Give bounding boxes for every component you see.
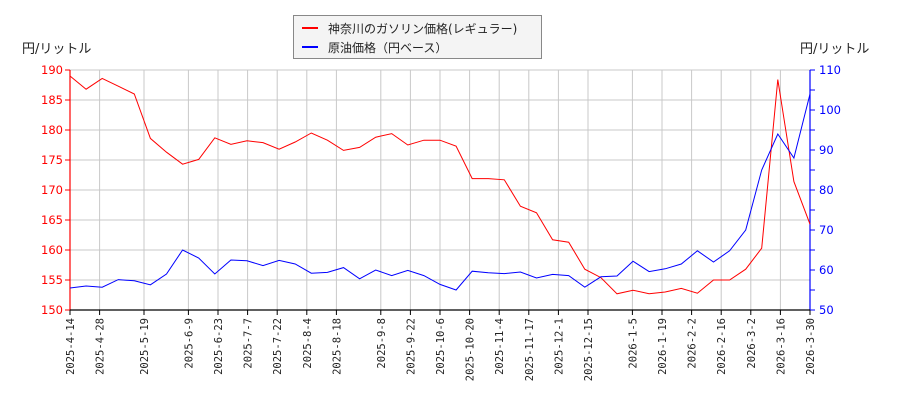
x-tick-label: 2026-2-2 [687,318,699,369]
right-tick-label: 110 [819,63,841,77]
legend-label-gasoline: 神奈川のガソリン価格(レギュラー) [328,21,518,36]
x-tick-label: 2025-6-23 [213,318,225,375]
x-tick-label: 2025-12-15 [583,318,595,381]
left-tick-label: 190 [41,63,63,77]
legend-swatch-blue [302,46,318,48]
grid-lines [69,69,811,311]
x-tick-label: 2026-3-2 [746,318,758,369]
x-tick-label: 2025-9-22 [405,318,417,375]
right-tick-label: 60 [819,263,834,277]
x-axis: 2025-4-14 2025-4-28 2025-5-19 2025-6-9 2025-… [65,309,817,381]
right-tick-label: 50 [819,303,834,317]
x-tick-label: 2026-1-5 [627,318,639,369]
x-tick-label: 2026-2-16 [716,318,728,375]
x-tick-label: 2025-10-20 [465,318,477,381]
x-tick-label: 2026-3-30 [805,318,817,375]
left-tick-label: 175 [41,153,63,167]
x-tick-label: 2025-6-9 [183,318,195,369]
right-tick-label: 70 [819,223,834,237]
x-tick-label: 2025-8-4 [302,318,314,369]
x-tick-label: 2025-12-1 [553,318,565,375]
left-tick-label: 155 [41,273,63,287]
x-tick-label: 2025-5-19 [139,318,151,375]
left-tick-label: 160 [41,243,63,257]
right-axis-title: 円/リットル [800,42,870,57]
x-tick-label: 2026-3-16 [775,318,787,375]
right-tick-label: 90 [819,143,834,157]
x-tick-label: 2025-11-17 [524,318,536,381]
right-y-axis: 50 60 70 80 90 100 110 [809,63,841,317]
x-tick-label: 2025-7-7 [243,318,255,369]
x-tick-label: 2025-11-4 [494,318,506,375]
left-tick-label: 170 [41,183,63,197]
gasoline-price-line [69,75,811,295]
x-tick-label: 2025-9-8 [376,318,388,369]
x-tick-label: 2025-10-6 [435,318,447,375]
legend-item-gasoline: 神奈川のガソリン価格(レギュラー) [302,19,517,37]
legend-item-crude: 原油価格（円ベース） [302,38,447,56]
x-tick-label: 2025-8-18 [331,318,343,375]
left-y-axis: 150 155 160 165 170 175 180 185 190 [41,63,71,317]
legend: 神奈川のガソリン価格(レギュラー) 原油価格（円ベース） [293,15,542,59]
left-tick-label: 185 [41,93,63,107]
left-tick-label: 150 [41,303,63,317]
x-tick-label: 2026-1-19 [657,318,669,375]
right-tick-label: 80 [819,183,834,197]
left-axis-title: 円/リットル [22,42,92,57]
crude-oil-price-line [69,93,811,291]
x-tick-label: 2025-7-22 [272,318,284,375]
x-tick-label: 2025-4-28 [95,318,107,375]
legend-label-crude: 原油価格（円ベース） [328,40,448,55]
series-lines [69,75,811,295]
x-tick-label: 2025-4-14 [65,318,77,375]
left-tick-label: 180 [41,123,63,137]
right-tick-label: 100 [819,103,841,117]
left-tick-label: 165 [41,213,63,227]
legend-swatch-red [302,27,318,29]
